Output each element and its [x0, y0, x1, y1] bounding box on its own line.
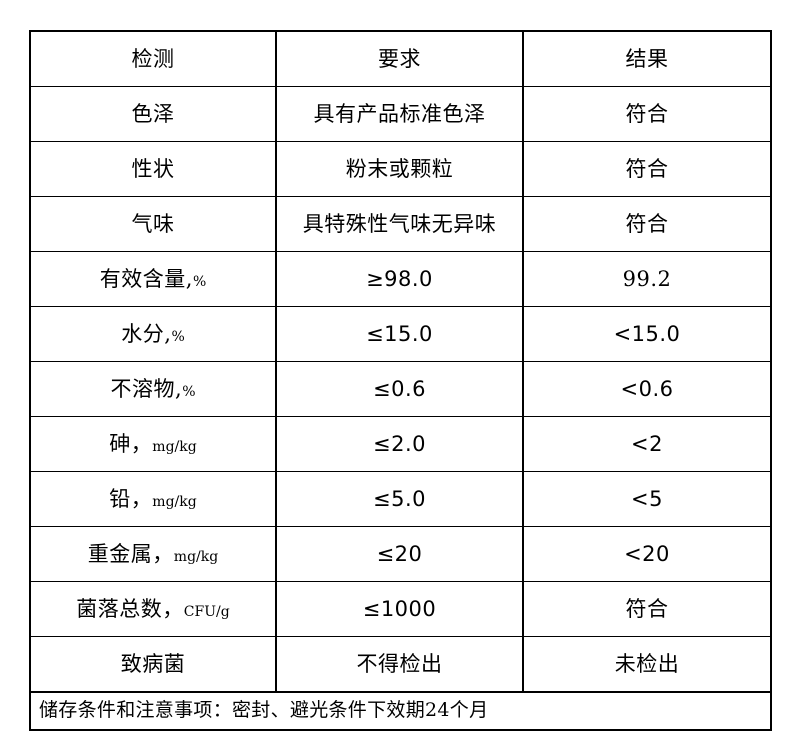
- cell-requirement: 粉末或颗粒: [275, 141, 524, 197]
- table-row: 菌落总数，CFU/g ≤1000 符合: [29, 581, 772, 637]
- item-unit: mg/kg: [173, 548, 219, 565]
- cell-item-name: 气味: [29, 196, 277, 252]
- item-label: 性状: [131, 156, 175, 181]
- cell-requirement: 具特殊性气味无异味: [275, 196, 524, 252]
- cell-item-name: 水分,%: [29, 306, 277, 362]
- specification-table-container: 检测 要求 结果 色泽 具有产品标准色泽 符合 性状 粉末或颗粒 符合 气味 具特殊性气味无异…: [29, 30, 772, 731]
- item-label: 菌落总数，: [76, 596, 184, 621]
- item-label: 不溶物,: [110, 376, 183, 401]
- item-unit: %: [182, 383, 196, 400]
- item-unit: CFU/g: [183, 603, 230, 620]
- cell-requirement: ≤5.0: [275, 471, 524, 527]
- item-label: 色泽: [131, 101, 175, 126]
- cell-item-name: 有效含量,%: [29, 251, 277, 307]
- specification-table: 检测 要求 结果 色泽 具有产品标准色泽 符合 性状 粉末或颗粒 符合 气味 具特殊性气味无异…: [29, 30, 772, 731]
- cell-requirement: 不得检出: [275, 636, 524, 693]
- item-label: 铅，: [109, 486, 153, 511]
- item-label: 水分,: [121, 321, 172, 346]
- table-row: 致病菌 不得检出 未检出: [29, 636, 772, 693]
- table-row: 重金属，mg/kg ≤20 <20: [29, 526, 772, 582]
- table-row: 铅，mg/kg ≤5.0 <5: [29, 471, 772, 527]
- item-label: 气味: [131, 211, 175, 236]
- cell-item-name: 铅，mg/kg: [29, 471, 277, 527]
- table-body: 检测 要求 结果 色泽 具有产品标准色泽 符合 性状 粉末或颗粒 符合 气味 具特殊性气味无异…: [29, 31, 772, 731]
- cell-requirement: ≥98.0: [275, 251, 524, 307]
- column-header-requirement: 要求: [275, 31, 524, 87]
- item-unit: %: [171, 328, 185, 345]
- cell-item-name: 不溶物,%: [29, 361, 277, 417]
- cell-item-name: 性状: [29, 141, 277, 197]
- cell-requirement: ≤1000: [275, 581, 524, 637]
- table-header-row: 检测 要求 结果: [29, 31, 772, 87]
- table-row: 色泽 具有产品标准色泽 符合: [29, 86, 772, 142]
- cell-item-name: 重金属，mg/kg: [29, 526, 277, 582]
- table-row: 性状 粉末或颗粒 符合: [29, 141, 772, 197]
- column-header-item: 检测: [29, 31, 277, 87]
- cell-result: 符合: [522, 581, 772, 637]
- cell-result: 符合: [522, 141, 772, 197]
- cell-result: 99.2: [522, 251, 772, 307]
- table-footer-row: 储存条件和注意事项：密封、避光条件下效期24个月: [29, 691, 772, 731]
- item-unit: mg/kg: [152, 493, 197, 510]
- table-row: 有效含量,% ≥98.0 99.2: [29, 251, 772, 307]
- item-label: 重金属，: [87, 541, 174, 566]
- item-unit: %: [192, 273, 207, 290]
- cell-result: <0.6: [522, 361, 772, 417]
- cell-item-name: 菌落总数，CFU/g: [29, 581, 277, 637]
- cell-result: <15.0: [522, 306, 772, 362]
- column-header-result: 结果: [522, 31, 772, 87]
- table-row: 气味 具特殊性气味无异味 符合: [29, 196, 772, 252]
- table-row: 不溶物,% ≤0.6 <0.6: [29, 361, 772, 417]
- cell-item-name: 致病菌: [29, 636, 277, 693]
- cell-requirement: ≤20: [275, 526, 524, 582]
- cell-result: 符合: [522, 86, 772, 142]
- cell-result: <2: [522, 416, 772, 472]
- item-label: 砷，: [109, 431, 153, 456]
- cell-result: <20: [522, 526, 772, 582]
- item-label: 致病菌: [120, 651, 186, 676]
- cell-item-name: 色泽: [29, 86, 277, 142]
- item-unit: mg/kg: [152, 438, 197, 455]
- table-row: 水分,% ≤15.0 <15.0: [29, 306, 772, 362]
- cell-requirement: ≤2.0: [275, 416, 524, 472]
- cell-item-name: 砷，mg/kg: [29, 416, 277, 472]
- item-label: 有效含量,: [99, 266, 193, 291]
- cell-requirement: 具有产品标准色泽: [275, 86, 524, 142]
- cell-result: 未检出: [522, 636, 772, 693]
- cell-requirement: ≤0.6: [275, 361, 524, 417]
- cell-result: <5: [522, 471, 772, 527]
- storage-conditions-note: 储存条件和注意事项：密封、避光条件下效期24个月: [29, 691, 772, 731]
- cell-requirement: ≤15.0: [275, 306, 524, 362]
- cell-result: 符合: [522, 196, 772, 252]
- table-row: 砷，mg/kg ≤2.0 <2: [29, 416, 772, 472]
